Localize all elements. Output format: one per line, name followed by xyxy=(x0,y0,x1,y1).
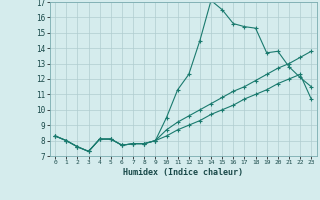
X-axis label: Humidex (Indice chaleur): Humidex (Indice chaleur) xyxy=(123,168,243,177)
